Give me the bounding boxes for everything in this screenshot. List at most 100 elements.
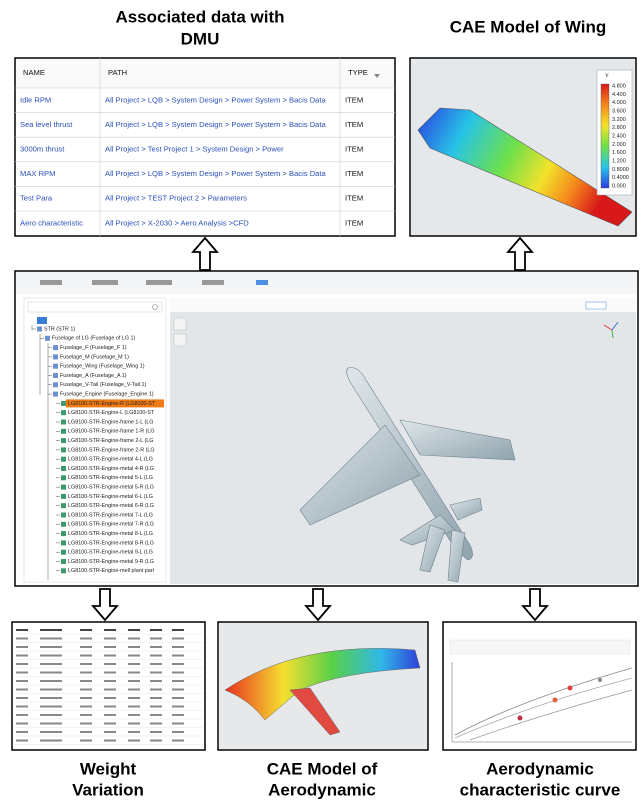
weight-cell <box>40 663 62 665</box>
table-cell: Test Para <box>20 194 53 203</box>
weight-cell <box>150 697 162 699</box>
weight-cell <box>16 680 28 682</box>
legend-label: 4.800 <box>612 83 626 89</box>
tree-item: Fuselage_Engine (Fuselage_Engine 1) <box>60 392 154 398</box>
arrow-down <box>306 589 330 620</box>
panel-title: CAE Model of Wing <box>450 17 607 36</box>
weight-cell <box>16 740 28 742</box>
panel-title: Associated data with <box>115 7 284 26</box>
weight-cell <box>128 706 140 708</box>
weight-cell <box>80 680 92 682</box>
arrow-up <box>508 238 532 270</box>
tab <box>146 280 172 285</box>
weight-cell <box>40 646 62 648</box>
weight-cell <box>80 672 92 674</box>
weight-cell <box>128 680 140 682</box>
weight-cell <box>128 655 140 657</box>
tree-icon <box>61 503 66 508</box>
tree-icon <box>61 531 66 536</box>
weight-cell <box>16 629 28 631</box>
tree-item: Fuselage_F (Fuselage_F 1) <box>60 345 127 351</box>
weight-cell <box>80 655 92 657</box>
tree-icon <box>61 466 66 471</box>
tree-item: LG8100-STR-Engine-mell plant part <box>68 568 154 574</box>
table-cell: ITEM <box>345 145 363 154</box>
weight-cell <box>40 714 62 716</box>
tree-icon <box>61 494 66 499</box>
arrow-down <box>523 589 547 620</box>
table-header <box>16 59 394 88</box>
weight-cell <box>150 663 162 665</box>
weight-cell <box>80 646 92 648</box>
weight-cell <box>16 731 28 733</box>
weight-cell <box>128 714 140 716</box>
weight-cell <box>172 672 184 674</box>
viewport-header <box>170 298 636 312</box>
weight-cell <box>172 706 184 708</box>
legend-label: 0.000 <box>612 183 626 189</box>
weight-cell <box>150 731 162 733</box>
weight-cell <box>104 655 116 657</box>
table-cell: MAX RPM <box>20 169 55 178</box>
panel-title: characteristic curve <box>460 780 621 799</box>
weight-cell <box>80 689 92 691</box>
weight-cell <box>40 680 62 682</box>
weight-cell <box>150 629 162 631</box>
weight-cell <box>40 689 62 691</box>
tool-button[interactable] <box>174 318 186 330</box>
table-cell: All Project > LQB > System Design > Powe… <box>105 95 327 104</box>
weight-cell <box>104 714 116 716</box>
table-cell: Sea level thrust <box>20 120 73 129</box>
weight-cell <box>80 638 92 640</box>
tree-item: Fuselage_A (Fuselage_A 1) <box>60 373 127 379</box>
weight-cell <box>172 723 184 725</box>
tree-icon <box>53 354 58 359</box>
arrow-up <box>193 238 217 270</box>
tree-item: LG8100-STR-Engine-frame 2-R (LG <box>68 447 155 453</box>
weight-cell <box>128 740 140 742</box>
weight-cell <box>128 638 140 640</box>
tree-item: LG8100-STR-Engine-frame 1-L (LG <box>68 419 154 425</box>
weight-cell <box>40 697 62 699</box>
root-icon <box>37 317 47 324</box>
tree-icon <box>61 410 66 415</box>
table-cell: All Project > LQB > System Design > Powe… <box>105 169 327 178</box>
tree-item: Fuselage_M (Fuselage_M 1) <box>60 354 129 360</box>
legend-label: 0.8000 <box>612 167 629 173</box>
weight-cell <box>104 672 116 674</box>
button[interactable] <box>586 302 606 309</box>
weight-cell <box>16 723 28 725</box>
tree-icon <box>61 540 66 545</box>
tree-icon <box>61 513 66 518</box>
weight-cell <box>128 663 140 665</box>
weight-cell <box>104 740 116 742</box>
tree-icon <box>61 568 66 573</box>
legend-label: 2.400 <box>612 133 626 139</box>
tree-icon <box>53 345 58 350</box>
weight-cell <box>40 629 62 631</box>
table-cell: All Project > Test Project 1 > System De… <box>105 145 284 154</box>
table-cell: Idle RPM <box>20 95 51 104</box>
tool-button[interactable] <box>174 334 186 346</box>
tree-item: LG8100-STR-Engine-metal 9-R (LG <box>68 559 154 565</box>
tree-icon <box>45 336 50 341</box>
weight-cell <box>16 697 28 699</box>
column-header: NAME <box>23 68 45 77</box>
table-cell: ITEM <box>345 120 363 129</box>
tree-item: LG8100-STR-Engine-metal 8-L (LG <box>68 531 153 537</box>
weight-cell <box>172 680 184 682</box>
weight-cell <box>104 680 116 682</box>
weight-cell <box>104 706 116 708</box>
weight-cell <box>104 638 116 640</box>
table-cell: ITEM <box>345 218 363 227</box>
panel-title: Aerodynamic <box>486 759 594 778</box>
tree-icon <box>61 522 66 527</box>
weight-cell <box>80 714 92 716</box>
weight-cell <box>172 689 184 691</box>
tab-active <box>256 280 268 285</box>
tree-icon <box>61 559 66 564</box>
tree-item: LG8100-STR-Engine-frame 1-R (LG <box>68 429 155 435</box>
column-header: TYPE <box>348 68 368 77</box>
weight-cell <box>40 740 62 742</box>
weight-cell <box>16 655 28 657</box>
